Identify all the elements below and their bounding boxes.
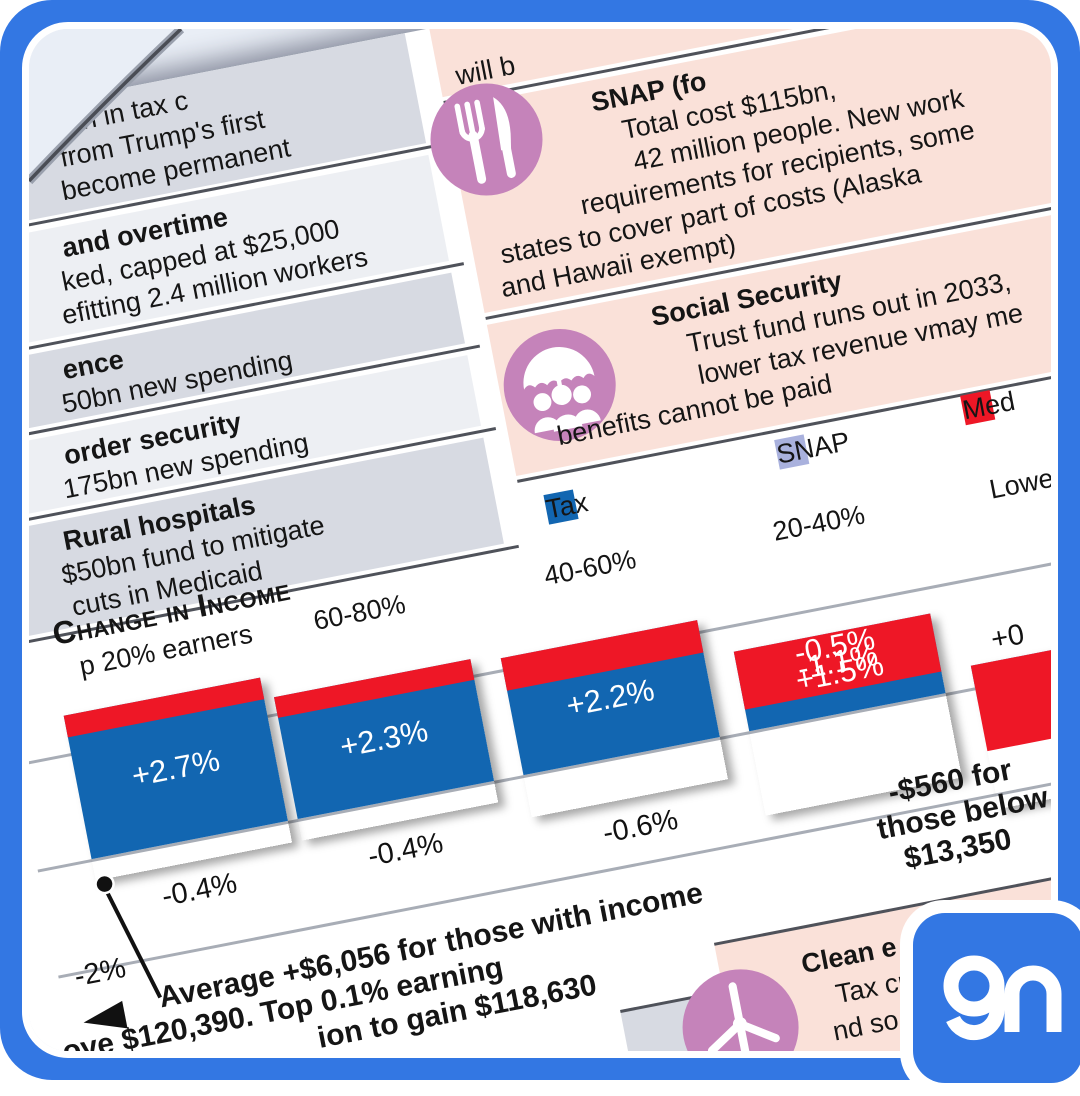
- y-axis-tick-label: -2%: [71, 951, 129, 994]
- bar-value-label: +2.7%: [128, 742, 223, 794]
- clean-energy-icon-circle: [672, 959, 809, 1051]
- umbrella-family-icon: [523, 347, 601, 434]
- legend-item-snap: SNAP: [774, 426, 852, 470]
- gn-logo-icon: [943, 955, 1062, 1041]
- bar-value-label: +2.2%: [563, 671, 658, 723]
- above-bar-label: +0: [988, 618, 1027, 657]
- logo-badge: [900, 900, 1080, 1096]
- snap-icon-circle: [420, 73, 553, 206]
- infographic-sheet: ion in tax c from Trump's first become p…: [29, 29, 1058, 1051]
- below-bar-label: -0.6%: [600, 803, 681, 850]
- social-security-icon-circle: [494, 319, 626, 451]
- infographic-photo: ion in tax c from Trump's first become p…: [22, 22, 1058, 1058]
- category-label-20-40: 20-40%: [770, 499, 868, 547]
- legend-item-medicaid: Med: [960, 386, 1017, 426]
- bar-value-label: +2.3%: [336, 712, 431, 765]
- backdrop-corner: [29, 29, 181, 181]
- legend-label: SNAP: [774, 426, 853, 470]
- wind-turbine-icon: [707, 982, 780, 1051]
- bar-40-60: +2.2% -0.2%: [500, 598, 728, 817]
- category-label-40-60: 40-60%: [541, 543, 639, 592]
- bar-60-80: +2.3%: [273, 658, 498, 840]
- legend-label: Tax: [543, 487, 591, 525]
- category-label-60-80: 60-80%: [310, 588, 408, 637]
- fork-knife-icon: [454, 97, 516, 184]
- legend-item-tax: Tax: [543, 487, 590, 525]
- below-bar-label: -0.4%: [365, 827, 446, 873]
- sheet-corner-notch: [29, 29, 185, 185]
- category-label-lowest: Lowest: [986, 458, 1058, 505]
- bar-top20: +2.7%: [63, 677, 292, 880]
- sheet-edge-line: [29, 29, 183, 183]
- below-bar-label: -0.4%: [159, 867, 240, 913]
